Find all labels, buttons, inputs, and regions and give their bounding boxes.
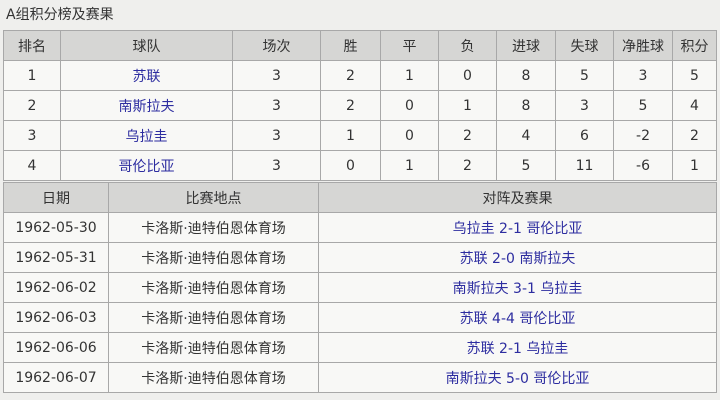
table-cell: 0 [320,150,381,181]
table-cell: -6 [613,150,673,181]
table-cell: 1 [672,150,717,181]
table-row: 1962-05-30 卡洛斯·迪特伯恩体育场 乌拉圭 2-1 哥伦比亚 [3,212,717,243]
table-cell: 2 [3,90,61,121]
standings-header-row: 排名 球队 场次胜平负进球 失球 净胜球 积分 [3,30,717,61]
table-cell: 3 [232,60,321,91]
table-cell: 4 [496,120,556,151]
column-header: 进球 [496,30,556,61]
team-link[interactable]: 乌拉圭 [60,120,233,151]
match-result-link[interactable]: 苏联 4-4 哥伦比亚 [318,302,717,333]
table-cell: 1 [438,90,497,121]
table-row: 2 南斯拉夫 3 2 0 1 8 3 5 4 [3,90,717,121]
team-link[interactable]: 南斯拉夫 [60,90,233,121]
table-cell: 1 [3,60,61,91]
table-row: 1962-06-02 卡洛斯·迪特伯恩体育场 南斯拉夫 3-1 乌拉圭 [3,272,717,303]
table-cell: 8 [496,90,556,121]
table-cell: 2 [320,90,381,121]
table-cell: 1962-06-07 [3,362,109,393]
table-cell: 3 [232,150,321,181]
match-result-link[interactable]: 南斯拉夫 3-1 乌拉圭 [318,272,717,303]
table-cell: 6 [555,120,614,151]
table-cell: 1962-06-02 [3,272,109,303]
table-cell: 0 [380,120,439,151]
table-cell: 2 [672,120,717,151]
column-header: 失球 [555,30,614,61]
column-header: 平 [380,30,439,61]
table-cell: 2 [438,150,497,181]
table-row: 1962-06-07 卡洛斯·迪特伯恩体育场 南斯拉夫 5-0 哥伦比亚 [3,362,717,393]
table-cell: 3 [555,90,614,121]
table-cell: 5 [555,60,614,91]
table-cell: 1 [380,150,439,181]
table-row: 3 乌拉圭 3 1 0 2 4 6 -2 2 [3,120,717,151]
column-header: 负 [438,30,497,61]
table-cell: 5 [496,150,556,181]
column-header: 日期 [3,182,109,213]
table-cell: 卡洛斯·迪特伯恩体育场 [108,332,319,363]
match-result-link[interactable]: 苏联 2-0 南斯拉夫 [318,242,717,273]
column-header: 对阵及赛果 [318,182,717,213]
matches-header-row: 日期 比赛地点 对阵及赛果 [3,182,717,213]
column-header: 比赛地点 [108,182,319,213]
table-cell: 1962-05-30 [3,212,109,243]
match-result-link[interactable]: 乌拉圭 2-1 哥伦比亚 [318,212,717,243]
table-cell: 卡洛斯·迪特伯恩体育场 [108,302,319,333]
table-cell: 1962-06-03 [3,302,109,333]
table-cell: 5 [672,60,717,91]
table-cell: 0 [438,60,497,91]
table-cell: 3 [613,60,673,91]
table-cell: 1962-06-06 [3,332,109,363]
table-row: 1962-06-06 卡洛斯·迪特伯恩体育场 苏联 2-1 乌拉圭 [3,332,717,363]
table-row: 1962-05-31 卡洛斯·迪特伯恩体育场 苏联 2-0 南斯拉夫 [3,242,717,273]
table-cell: 卡洛斯·迪特伯恩体育场 [108,212,319,243]
match-result-link[interactable]: 苏联 2-1 乌拉圭 [318,332,717,363]
table-cell: 卡洛斯·迪特伯恩体育场 [108,272,319,303]
table-cell: 1 [380,60,439,91]
table-cell: 3 [232,120,321,151]
table-cell: 11 [555,150,614,181]
table-cell: 1 [320,120,381,151]
table-cell: 4 [3,150,61,181]
page-title: A组积分榜及赛果 [6,7,114,23]
column-header: 排名 [3,30,61,61]
table-row: 1962-06-03 卡洛斯·迪特伯恩体育场 苏联 4-4 哥伦比亚 [3,302,717,333]
table-cell: 2 [438,120,497,151]
table-cell: 卡洛斯·迪特伯恩体育场 [108,242,319,273]
match-result-link[interactable]: 南斯拉夫 5-0 哥伦比亚 [318,362,717,393]
table-cell: 1962-05-31 [3,242,109,273]
table-cell: 0 [380,90,439,121]
table-cell: 4 [672,90,717,121]
table-cell: -2 [613,120,673,151]
table-row: 4 哥伦比亚 3 0 1 2 5 11 -6 1 [3,150,717,181]
table-cell: 卡洛斯·迪特伯恩体育场 [108,362,319,393]
table-cell: 3 [3,120,61,151]
table-cell: 2 [320,60,381,91]
column-header: 场次 [232,30,321,61]
team-link[interactable]: 苏联 [60,60,233,91]
matches-table: 日期 比赛地点 对阵及赛果 1962-05-30 卡洛斯·迪特伯恩体育场 乌拉圭 2-1… [3,182,717,393]
column-header: 积分 [672,30,717,61]
column-header: 胜 [320,30,381,61]
column-header: 球队 [60,30,233,61]
team-link[interactable]: 哥伦比亚 [60,150,233,181]
standings-table: 排名 球队 场次胜平负进球 失球 净胜球 积分 1 苏联 3 2 1 0 8 5 3 5 2 南斯拉夫 3 2 0 1 8… [3,30,717,181]
table-row: 1 苏联 3 2 1 0 8 5 3 5 [3,60,717,91]
table-cell: 5 [613,90,673,121]
table-cell: 3 [232,90,321,121]
column-header: 净胜球 [613,30,673,61]
table-cell: 8 [496,60,556,91]
